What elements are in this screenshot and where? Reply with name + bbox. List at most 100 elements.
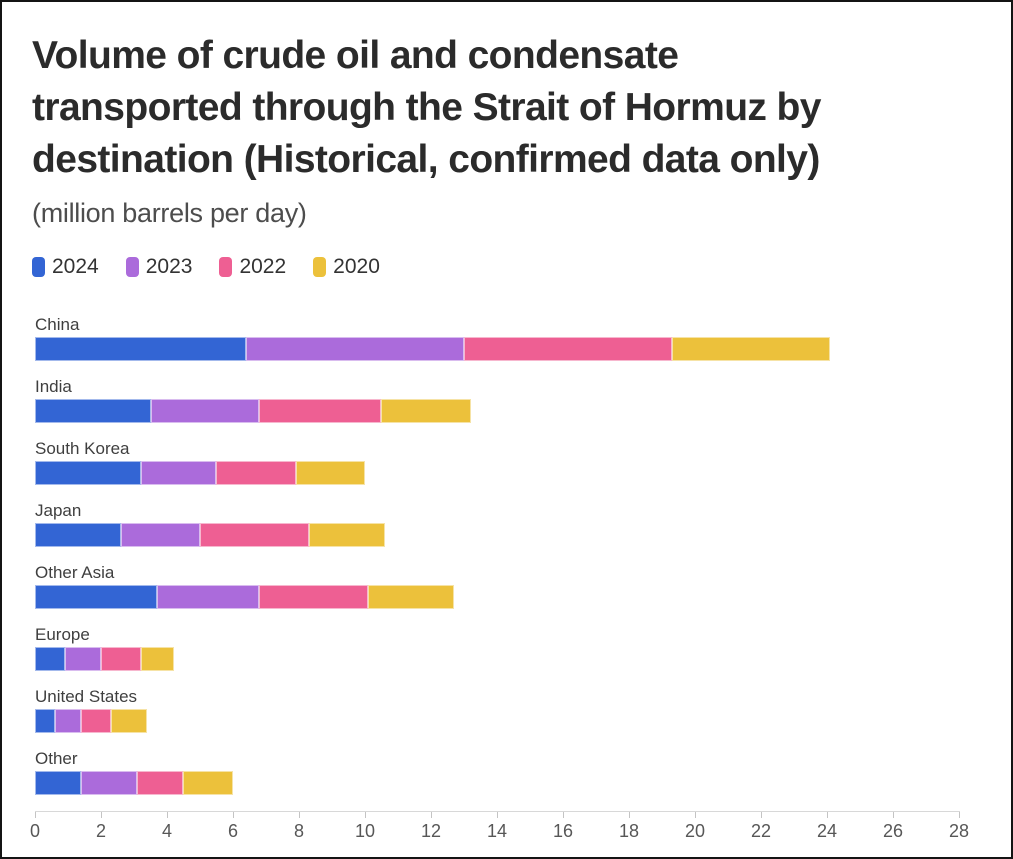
x-axis-tick-mark (431, 812, 432, 818)
bar-segment-2022[interactable] (100, 647, 141, 671)
bar-segment-2022[interactable] (259, 399, 382, 423)
x-axis-tick-mark (695, 812, 696, 818)
x-axis: 0 2 4 6 8 10 12 14 16 18 20 22 24 26 28 (30, 811, 969, 852)
bar-segment-2023[interactable] (157, 585, 260, 609)
x-axis-tick-label: 22 (750, 821, 772, 841)
bar-segment-2020[interactable] (140, 647, 174, 671)
stacked-bar (35, 523, 1011, 547)
bar-segment-2020[interactable] (295, 461, 365, 485)
x-axis-tick-label: 6 (227, 821, 239, 841)
x-axis-tick-label: 26 (882, 821, 904, 841)
stacked-bar (35, 647, 1011, 671)
bar-segment-2022[interactable] (81, 709, 111, 733)
bar-segment-2024[interactable] (35, 399, 151, 423)
bar-segment-2023[interactable] (64, 647, 101, 671)
bar-segment-2024[interactable] (35, 461, 141, 485)
x-axis-tick-label: 2 (95, 821, 107, 841)
bar-segment-2024[interactable] (35, 523, 121, 547)
category-label: Other (35, 749, 78, 768)
bar-segment-2022[interactable] (199, 523, 309, 547)
stacked-bar (35, 399, 1011, 423)
x-axis-tick-mark (101, 812, 102, 818)
x-axis-tick-label: 12 (420, 821, 442, 841)
bar-segment-2020[interactable] (368, 585, 455, 609)
bar-row-south-korea: South Korea (35, 439, 1011, 485)
bar-segment-2023[interactable] (54, 709, 82, 733)
category-label: Japan (35, 501, 82, 520)
bar-segment-2023[interactable] (150, 399, 260, 423)
chart-title-line-1: Volume of crude oil and condensate (32, 34, 679, 77)
x-axis-tick-label: 4 (161, 821, 173, 841)
chart-title-line-2: transported through the Strait of Hormuz… (32, 86, 821, 129)
stacked-bar (35, 709, 1011, 733)
chart-title-line-3: destination (Historical, confirmed data … (32, 138, 820, 181)
legend-item-2023[interactable]: 2023 (125, 255, 193, 279)
x-axis-tick-mark (167, 812, 168, 818)
x-axis-tick-mark (761, 812, 762, 818)
bar-row-united-states: United States (35, 687, 1011, 733)
bar-segment-2020[interactable] (671, 337, 831, 361)
chart-header: Volume of crude oil and condensate trans… (2, 2, 1011, 229)
x-axis-tick-mark (563, 812, 564, 818)
bar-row-china: China (35, 315, 1011, 361)
x-axis-tick-mark (959, 812, 960, 818)
bar-segment-2024[interactable] (35, 337, 247, 361)
legend-swatch-icon (32, 257, 45, 277)
x-axis-tick-label: 10 (354, 821, 376, 841)
legend-swatch-icon (125, 257, 139, 277)
legend-item-2022[interactable]: 2022 (219, 255, 286, 279)
x-axis-tick-mark (365, 812, 366, 818)
legend: 2024 2023 2022 2020 (2, 255, 1011, 279)
bar-segment-2024[interactable] (35, 709, 55, 733)
x-axis-tick-mark (893, 812, 894, 818)
bar-segment-2020[interactable] (308, 523, 385, 547)
bar-segment-2023[interactable] (81, 771, 138, 795)
category-label: South Korea (35, 439, 130, 458)
bar-segment-2022[interactable] (216, 461, 296, 485)
legend-label: 2022 (239, 255, 287, 278)
x-axis-tick-mark (827, 812, 828, 818)
category-label: India (35, 377, 72, 396)
bar-segment-2022[interactable] (463, 337, 672, 361)
bar-segment-2024[interactable] (35, 771, 82, 795)
legend-label: 2020 (333, 255, 380, 278)
category-label: Other Asia (35, 563, 115, 582)
legend-item-2020[interactable]: 2020 (313, 255, 380, 279)
legend-label: 2023 (145, 255, 193, 278)
bar-segment-2022[interactable] (259, 585, 369, 609)
x-axis-tick-label: 8 (293, 821, 305, 841)
stacked-bar (35, 585, 1011, 609)
x-axis-tick-mark (497, 812, 498, 818)
legend-label: 2024 (52, 255, 99, 278)
legend-swatch-icon (313, 257, 327, 277)
x-axis-tick-label: 0 (29, 821, 41, 841)
bar-row-india: India (35, 377, 1011, 423)
bar-segment-2020[interactable] (381, 399, 471, 423)
bar-segment-2020[interactable] (110, 709, 148, 733)
x-axis-tick-label: 18 (618, 821, 640, 841)
category-label: Europe (35, 625, 90, 644)
x-axis-tick-label: 16 (552, 821, 574, 841)
bar-segment-2024[interactable] (35, 585, 158, 609)
bar-row-japan: Japan (35, 501, 1011, 547)
x-axis-tick-mark (233, 812, 234, 818)
stacked-bar (35, 337, 1011, 361)
bar-row-other: Other (35, 749, 1011, 795)
x-axis-tick-mark (629, 812, 630, 818)
bar-row-europe: Europe (35, 625, 1011, 671)
bar-row-other-asia: Other Asia (35, 563, 1011, 609)
chart-subtitle: (million barrels per day) (32, 198, 307, 228)
bar-segment-2020[interactable] (183, 771, 233, 795)
bar-segment-2023[interactable] (120, 523, 200, 547)
bar-segment-2022[interactable] (137, 771, 184, 795)
x-axis-tick-label: 24 (816, 821, 838, 841)
x-axis-tick-label: 14 (486, 821, 508, 841)
category-label: United States (35, 687, 138, 706)
legend-item-2024[interactable]: 2024 (32, 255, 99, 279)
stacked-bar (35, 771, 1011, 795)
bar-segment-2023[interactable] (246, 337, 464, 361)
bar-segment-2023[interactable] (140, 461, 217, 485)
bar-segment-2024[interactable] (35, 647, 65, 671)
stacked-bar-chart: China India South Korea Japan Other Asia Euro… (2, 315, 1011, 852)
legend-swatch-icon (219, 257, 233, 277)
